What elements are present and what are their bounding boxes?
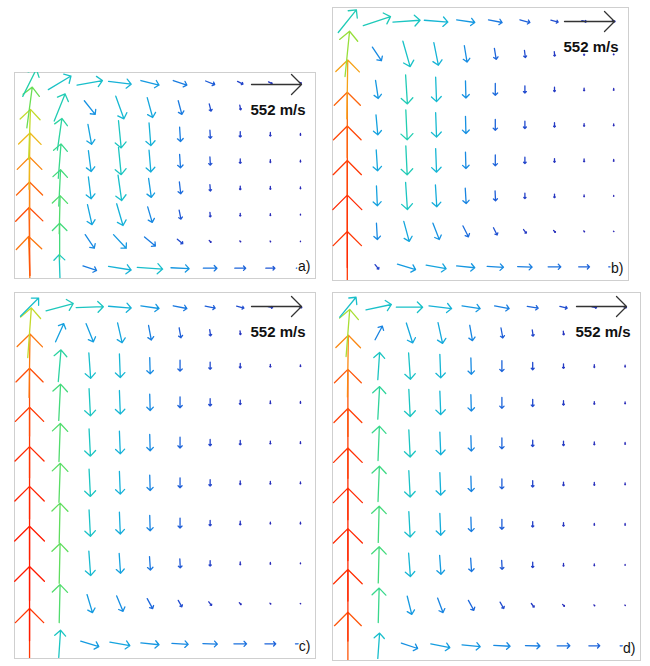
svg-text:a): a) — [298, 258, 310, 274]
svg-text:c): c) — [299, 638, 311, 654]
svg-text:552 m/s: 552 m/s — [563, 38, 618, 55]
svg-text:b): b) — [611, 260, 623, 276]
svg-text:552 m/s: 552 m/s — [250, 101, 305, 118]
svg-text:552 m/s: 552 m/s — [250, 323, 305, 340]
svg-text:d): d) — [623, 640, 635, 656]
svg-text:552 m/s: 552 m/s — [575, 323, 630, 340]
